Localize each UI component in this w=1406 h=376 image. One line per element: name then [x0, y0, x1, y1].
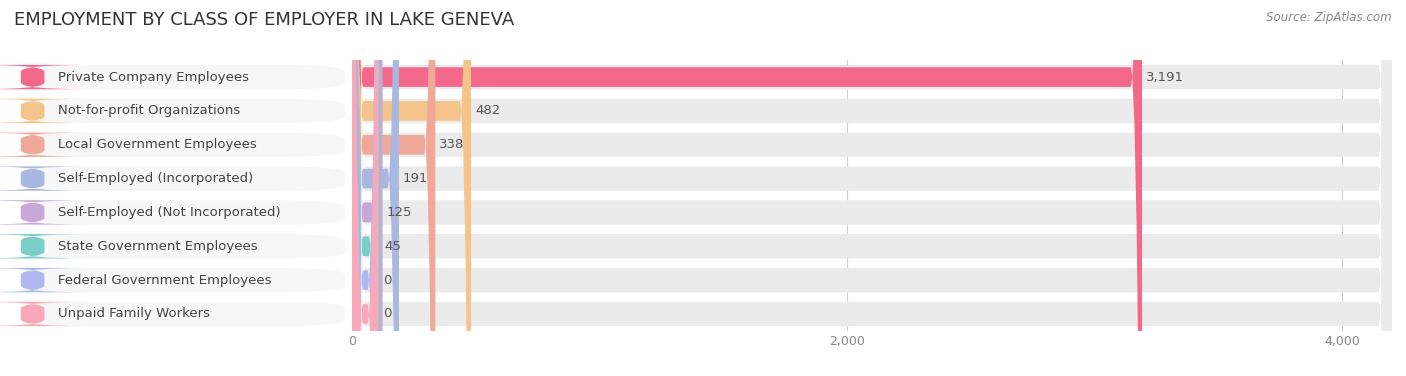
- FancyBboxPatch shape: [21, 302, 344, 326]
- Text: EMPLOYMENT BY CLASS OF EMPLOYER IN LAKE GENEVA: EMPLOYMENT BY CLASS OF EMPLOYER IN LAKE …: [14, 11, 515, 29]
- Text: 45: 45: [384, 240, 401, 253]
- FancyBboxPatch shape: [21, 268, 344, 292]
- FancyBboxPatch shape: [352, 0, 378, 376]
- FancyBboxPatch shape: [21, 133, 344, 157]
- FancyBboxPatch shape: [352, 0, 436, 376]
- Text: 0: 0: [382, 274, 391, 287]
- FancyBboxPatch shape: [352, 0, 1392, 376]
- FancyBboxPatch shape: [352, 0, 1392, 376]
- FancyBboxPatch shape: [0, 167, 89, 191]
- FancyBboxPatch shape: [0, 302, 89, 326]
- FancyBboxPatch shape: [352, 0, 1392, 376]
- Text: Unpaid Family Workers: Unpaid Family Workers: [58, 308, 209, 320]
- Text: State Government Employees: State Government Employees: [58, 240, 257, 253]
- FancyBboxPatch shape: [352, 0, 382, 376]
- Text: 482: 482: [475, 105, 501, 117]
- FancyBboxPatch shape: [352, 0, 1392, 376]
- FancyBboxPatch shape: [352, 0, 1392, 376]
- FancyBboxPatch shape: [352, 0, 1392, 376]
- FancyBboxPatch shape: [352, 0, 380, 376]
- Text: Local Government Employees: Local Government Employees: [58, 138, 257, 151]
- Text: 125: 125: [387, 206, 412, 219]
- Text: Self-Employed (Incorporated): Self-Employed (Incorporated): [58, 172, 253, 185]
- FancyBboxPatch shape: [352, 0, 399, 376]
- FancyBboxPatch shape: [21, 167, 344, 191]
- Text: Not-for-profit Organizations: Not-for-profit Organizations: [58, 105, 240, 117]
- FancyBboxPatch shape: [0, 268, 89, 292]
- FancyBboxPatch shape: [0, 234, 89, 258]
- FancyBboxPatch shape: [352, 0, 471, 376]
- Text: 191: 191: [404, 172, 429, 185]
- FancyBboxPatch shape: [352, 0, 378, 376]
- Text: 3,191: 3,191: [1146, 71, 1184, 83]
- Text: Private Company Employees: Private Company Employees: [58, 71, 249, 83]
- Text: 338: 338: [440, 138, 465, 151]
- FancyBboxPatch shape: [21, 200, 344, 224]
- FancyBboxPatch shape: [0, 65, 89, 89]
- Text: 0: 0: [382, 308, 391, 320]
- FancyBboxPatch shape: [21, 65, 344, 89]
- FancyBboxPatch shape: [21, 234, 344, 258]
- FancyBboxPatch shape: [21, 99, 344, 123]
- FancyBboxPatch shape: [352, 0, 1392, 376]
- FancyBboxPatch shape: [0, 200, 89, 224]
- Text: Source: ZipAtlas.com: Source: ZipAtlas.com: [1267, 11, 1392, 24]
- Text: Self-Employed (Not Incorporated): Self-Employed (Not Incorporated): [58, 206, 281, 219]
- FancyBboxPatch shape: [0, 133, 89, 157]
- FancyBboxPatch shape: [352, 0, 1142, 376]
- Text: Federal Government Employees: Federal Government Employees: [58, 274, 271, 287]
- FancyBboxPatch shape: [352, 0, 1392, 376]
- FancyBboxPatch shape: [0, 99, 89, 123]
